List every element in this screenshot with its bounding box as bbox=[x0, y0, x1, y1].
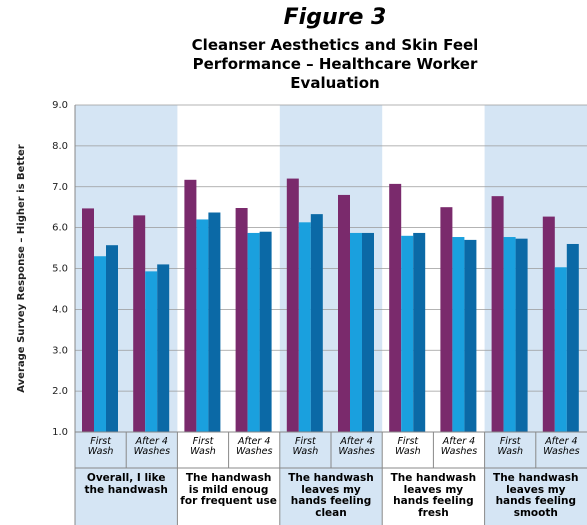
bar bbox=[464, 239, 477, 432]
bar bbox=[106, 245, 118, 432]
bar bbox=[362, 232, 374, 432]
x-tick-label: First Wash bbox=[394, 436, 421, 458]
x-tick-label: After 4 Washes bbox=[440, 436, 478, 458]
bar bbox=[208, 212, 221, 432]
bar bbox=[554, 267, 567, 432]
bar bbox=[440, 207, 453, 432]
y-axis-label: Average Survey Response – Higher is Bett… bbox=[16, 144, 27, 392]
group-label: The handwash is mild enoug for frequent … bbox=[180, 472, 277, 508]
bar bbox=[566, 243, 579, 432]
y-tick-label: 5.0 bbox=[52, 264, 68, 275]
x-tick-label: After 4 Washes bbox=[543, 436, 580, 458]
bar bbox=[82, 208, 94, 432]
x-tick-label: First Wash bbox=[292, 436, 319, 458]
chart-title: Figure 3 bbox=[283, 5, 387, 30]
bar bbox=[338, 194, 350, 432]
bar bbox=[413, 232, 426, 432]
bar bbox=[350, 232, 362, 432]
x-tick-label: After 4 Washes bbox=[235, 436, 273, 458]
x-tick-label: First Wash bbox=[87, 436, 114, 458]
bar bbox=[542, 216, 555, 432]
bar bbox=[515, 238, 528, 432]
bar bbox=[157, 264, 170, 432]
bar bbox=[389, 183, 402, 432]
y-tick-label: 7.0 bbox=[52, 182, 68, 193]
bar bbox=[491, 196, 504, 432]
group-label: Overall, I like the handwash bbox=[84, 472, 168, 496]
group-label: The handwash leaves my hands feeling cle… bbox=[288, 472, 374, 519]
bar bbox=[133, 215, 146, 432]
bar bbox=[503, 237, 516, 432]
y-tick-label: 3.0 bbox=[52, 345, 68, 356]
bar bbox=[145, 271, 158, 432]
chart-subtitle: Cleanser Aesthetics and Skin Feel Perfor… bbox=[191, 36, 479, 92]
bar bbox=[235, 208, 248, 432]
bar bbox=[247, 232, 260, 432]
y-tick-label: 2.0 bbox=[52, 386, 68, 397]
y-tick-label: 6.0 bbox=[52, 223, 68, 234]
bar bbox=[184, 179, 197, 432]
y-tick-label: 4.0 bbox=[52, 304, 68, 315]
y-tick-label: 9.0 bbox=[52, 100, 68, 111]
bar bbox=[196, 219, 209, 432]
x-tick-label: After 4 Washes bbox=[338, 436, 375, 458]
bar bbox=[401, 235, 414, 432]
bar bbox=[452, 237, 465, 432]
bar bbox=[310, 214, 323, 432]
x-tick-label: After 4 Washes bbox=[133, 436, 171, 458]
x-tick-label: First Wash bbox=[190, 436, 216, 458]
y-tick-label: 1.0 bbox=[52, 427, 68, 438]
x-tick-label: First Wash bbox=[497, 436, 524, 458]
group-label: The handwash leaves my hands feeling smo… bbox=[493, 472, 579, 519]
bar bbox=[94, 256, 106, 432]
group-label: The handwash leaves my hands feeling fre… bbox=[390, 472, 477, 519]
bar bbox=[259, 231, 272, 432]
bar bbox=[286, 178, 299, 432]
bar bbox=[298, 222, 311, 432]
y-tick-label: 8.0 bbox=[52, 141, 68, 152]
